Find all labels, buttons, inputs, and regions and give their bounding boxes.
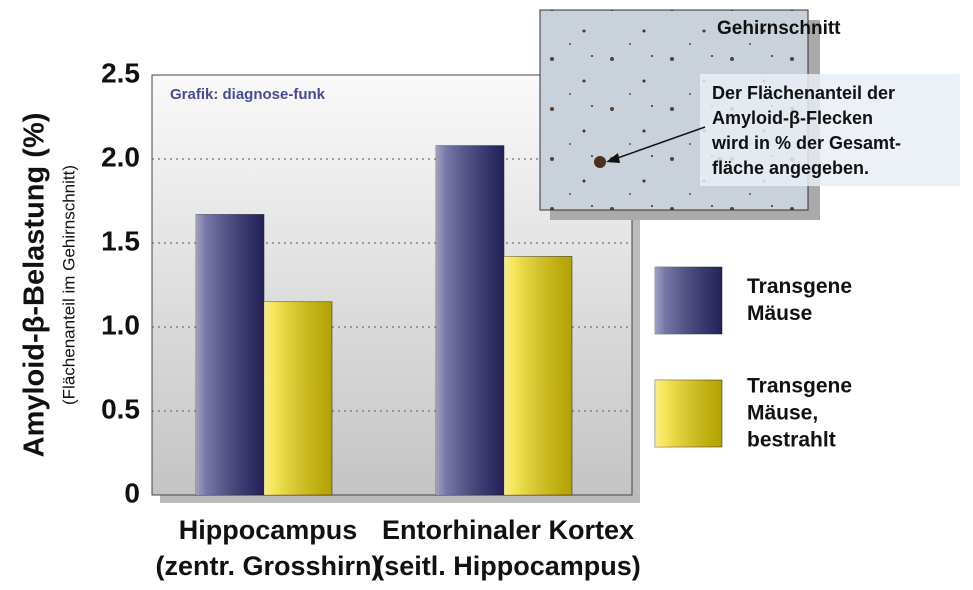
chart: Grafik: diagnose-funk Gehirnschnitt Amyl… bbox=[0, 0, 973, 590]
x-tick-label: Entorhinaler Kortex bbox=[382, 515, 634, 545]
x-tick-label: (zentr. Grosshirn) bbox=[155, 551, 380, 581]
y-tick-label: 2.5 bbox=[101, 57, 140, 88]
watermark: Grafik: diagnose-funk bbox=[170, 86, 326, 103]
bar-shade bbox=[264, 302, 332, 495]
bar-shade bbox=[196, 214, 264, 495]
y-tick-label: 0.5 bbox=[101, 393, 140, 424]
annotation-text: Der Flächenanteil der bbox=[712, 83, 895, 103]
legend-swatch-shade bbox=[655, 380, 722, 447]
y-tick-label: 1.5 bbox=[101, 225, 140, 256]
annotation-text: Amyloid-β-Flecken bbox=[712, 108, 873, 128]
y-tick-label: 1.0 bbox=[101, 309, 140, 340]
legend-swatch-shade bbox=[655, 267, 722, 334]
x-tick-label: (seitl. Hippocampus) bbox=[375, 551, 641, 581]
y-axis-sublabel: (Flächenanteil im Gehirnschnitt) bbox=[59, 165, 78, 405]
inset-title: Gehirnschnitt bbox=[717, 18, 841, 39]
annotation-text: wird in % der Gesamt- bbox=[711, 133, 901, 153]
plaque bbox=[594, 156, 606, 168]
bar-shade bbox=[436, 146, 504, 495]
y-axis-label: Amyloid-β-Belastung (%) bbox=[19, 113, 51, 458]
y-tick-label: 0 bbox=[124, 477, 140, 508]
annotation-text: fläche angegeben. bbox=[712, 158, 869, 178]
y-tick-label: 2.0 bbox=[101, 141, 140, 172]
x-tick-label: Hippocampus bbox=[179, 515, 358, 545]
bar-shade bbox=[504, 256, 572, 495]
